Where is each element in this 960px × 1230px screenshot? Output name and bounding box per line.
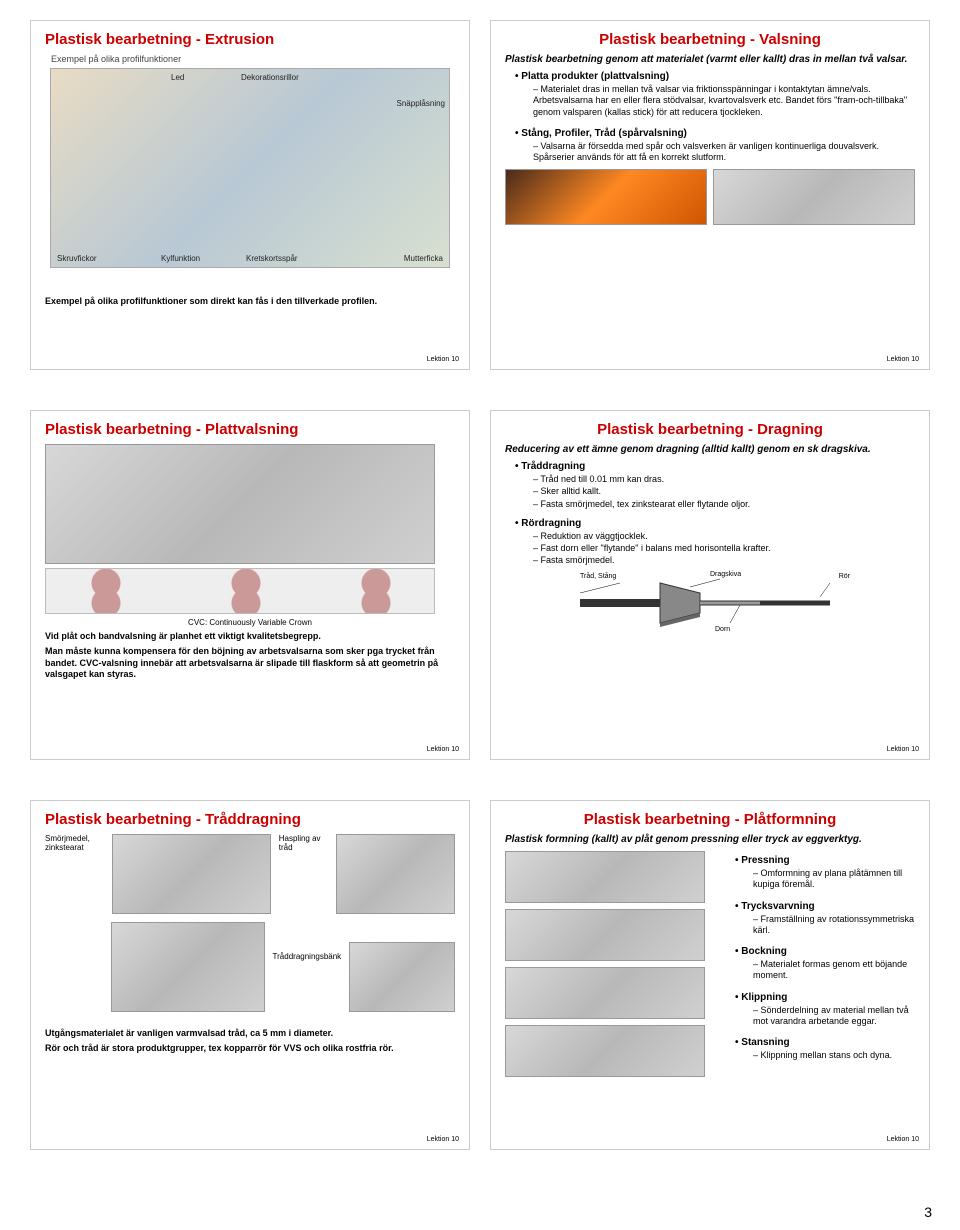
shear-fig (505, 1025, 705, 1077)
lektion-label: Lektion 10 (887, 356, 919, 363)
label-smorjmedel: Smörjmedel, zinkstearat (45, 834, 104, 852)
s4-b2s3: Fasta smörjmedel. (533, 555, 915, 566)
title-dragning: Plastisk bearbetning - Dragning (505, 421, 915, 438)
s3-p1: Vid plåt och bandvalsning är planhet ett… (45, 631, 455, 642)
slide-valsning: Plastisk bearbetning - Valsning Plastisk… (490, 20, 930, 370)
lektion-label: Lektion 10 (887, 1136, 919, 1143)
s4-b2: Rördragning (515, 518, 915, 529)
label-dorn: Dorn (715, 626, 730, 633)
dragning-diagram: Tråd, Stång Dragskiva Rör Dorn (560, 573, 860, 633)
label-bank: Tråddragningsbänk (273, 922, 342, 961)
spin-fig (505, 909, 705, 961)
s6-subtitle: Plastisk formning (kallt) av plåt genom … (505, 834, 915, 845)
title-extrusion: Plastisk bearbetning - Extrusion (45, 31, 455, 48)
label-mutter: Mutterficka (404, 254, 443, 263)
wire-img-2 (336, 834, 455, 914)
label-dekor: Dekorationsrillor (241, 73, 299, 82)
s6-b4: Klippning (735, 992, 915, 1003)
title-valsning: Plastisk bearbetning - Valsning (505, 31, 915, 48)
s2-subtitle: Plastisk bearbetning genom att materiale… (505, 54, 915, 65)
slide-platformning: Plastisk bearbetning - Plåtformning Plas… (490, 800, 930, 1150)
s2-b1: Platta produkter (plattvalsning) (515, 71, 915, 82)
label-krets: Kretskortsspår (246, 254, 298, 263)
s6-b4s1: Sönderdelning av material mellan två mot… (753, 1005, 915, 1028)
s1-body: Exempel på olika profilfunktioner som di… (45, 296, 455, 307)
title-traddragning: Plastisk bearbetning - Tråddragning (45, 811, 455, 828)
lektion-label: Lektion 10 (427, 356, 459, 363)
plate-figures (505, 851, 705, 1077)
s2-b2s1: Valsarna är försedda med spår och valsve… (533, 141, 915, 164)
s4-b1s1: Tråd ned till 0.01 mm kan dras. (533, 474, 915, 485)
s6-b2s1: Framställning av rotationssymmetriska kä… (753, 914, 915, 937)
lektion-label: Lektion 10 (887, 746, 919, 753)
wire-img-1 (112, 834, 270, 914)
slide-dragning: Plastisk bearbetning - Dragning Reduceri… (490, 410, 930, 760)
lektion-label: Lektion 10 (427, 1136, 459, 1143)
label-led: Led (171, 73, 184, 82)
s6-b3s1: Materialet formas genom ett böjande mome… (753, 959, 915, 982)
s5-p2: Rör och tråd är stora produktgrupper, te… (45, 1043, 455, 1054)
page-number: 3 (924, 1204, 932, 1220)
s6-b1: Pressning (735, 855, 915, 866)
extrusion-diagram: Led Dekorationsrillor Snäpplåsning Skruv… (50, 68, 450, 268)
title-plattvalsning: Plastisk bearbetning - Plattvalsning (45, 421, 455, 438)
s4-subtitle: Reducering av ett ämne genom dragning (a… (505, 444, 915, 455)
label-skruv: Skruvfickor (57, 254, 97, 263)
title-platformning: Plastisk bearbetning - Plåtformning (505, 811, 915, 828)
label-ror: Rör (839, 573, 850, 580)
platt-process-diagram (45, 444, 435, 564)
slide-traddragning: Plastisk bearbetning - Tråddragning Smör… (30, 800, 470, 1150)
s6-b5: Stansning (735, 1037, 915, 1048)
label-dragskiva: Dragskiva (710, 571, 741, 578)
wire-img-3 (111, 922, 265, 1012)
slide-extrusion: Plastisk bearbetning - Extrusion Exempel… (30, 20, 470, 370)
s4-b2s2: Fast dorn eller "flytande" i balans med … (533, 543, 915, 554)
s6-b3: Bockning (735, 946, 915, 957)
rolls-img (713, 169, 915, 225)
s4-b1s2: Sker alltid kallt. (533, 486, 915, 497)
label-snapp: Snäpplåsning (397, 99, 445, 108)
cvc-caption: CVC: Continuously Variable Crown (45, 618, 455, 627)
s2-b2: Stång, Profiler, Tråd (spårvalsning) (515, 128, 915, 139)
s6-b5s1: Klippning mellan stans och dyna. (753, 1050, 915, 1061)
s5-p1: Utgångsmaterialet är vanligen varmvalsad… (45, 1028, 455, 1039)
s3-p2: Man måste kunna kompensera för den böjni… (45, 646, 455, 680)
s6-b2: Trycksvarvning (735, 901, 915, 912)
cvc-rolls-diagram (45, 568, 435, 614)
s4-b1s3: Fasta smörjmedel, tex zinkstearat eller … (533, 499, 915, 510)
wire-img-4 (349, 942, 455, 1012)
s2-b1s1: Materialet dras in mellan två valsar via… (533, 84, 915, 118)
label-haspling: Haspling av tråd (279, 834, 328, 852)
s6-b1s1: Omformning av plana plåtämnen till kupig… (753, 868, 915, 891)
fig-caption: Exempel på olika profilfunktioner (51, 54, 455, 64)
label-trad: Tråd, Stång (580, 573, 616, 580)
label-kyl: Kylfunktion (161, 254, 200, 263)
hot-rolling-img (505, 169, 707, 225)
press-fig (505, 851, 705, 903)
s4-b2s1: Reduktion av väggtjocklek. (533, 531, 915, 542)
slide-plattvalsning: Plastisk bearbetning - Plattvalsning CVC… (30, 410, 470, 760)
bend-fig (505, 967, 705, 1019)
s4-b1: Tråddragning (515, 461, 915, 472)
lektion-label: Lektion 10 (427, 746, 459, 753)
rolling-images (505, 169, 915, 225)
